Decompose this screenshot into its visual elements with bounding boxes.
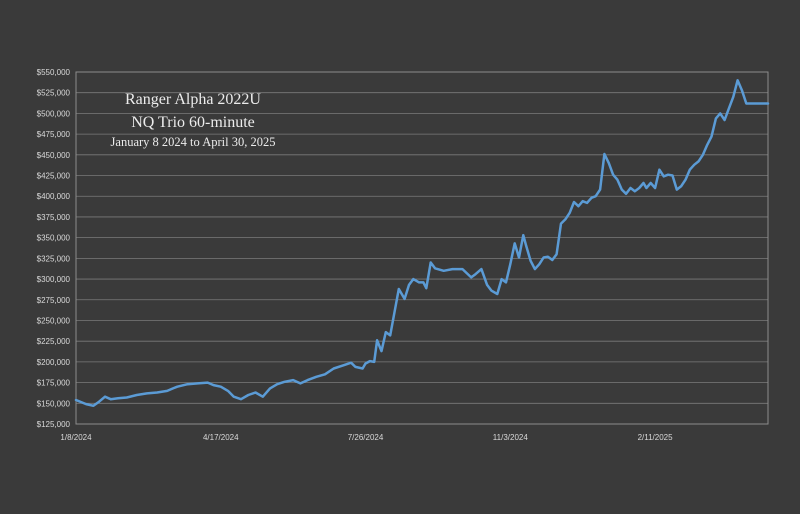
x-axis: 1/8/2024 4/17/2024 7/26/2024 11/3/2024 2/11/… <box>60 433 673 442</box>
x-tick-label: 2/11/2025 <box>638 433 674 442</box>
x-tick-label: 7/26/2024 <box>348 433 384 442</box>
y-tick-label: $225,000 <box>37 337 71 346</box>
chart-title-block: Ranger Alpha 2022U NQ Trio 60-minute Jan… <box>111 91 276 149</box>
chart-title-line-3: January 8 2024 to April 30, 2025 <box>111 135 276 149</box>
y-tick-label: $325,000 <box>37 254 71 263</box>
y-axis: $125,000 $150,000 $175,000 $200,000 $225,000… <box>37 68 71 429</box>
chart-title-line-2: NQ Trio 60-minute <box>131 114 255 131</box>
equity-curve-line <box>74 79 770 408</box>
y-tick-label: $400,000 <box>37 192 71 201</box>
y-tick-label: $275,000 <box>37 296 71 305</box>
y-tick-label: $350,000 <box>37 234 71 243</box>
y-tick-label: $500,000 <box>37 109 71 118</box>
y-tick-label: $200,000 <box>37 358 71 367</box>
y-tick-label: $375,000 <box>37 213 71 222</box>
x-tick-label: 1/8/2024 <box>60 433 92 442</box>
y-tick-label: $250,000 <box>37 316 71 325</box>
y-tick-label: $525,000 <box>37 89 71 98</box>
y-tick-label: $300,000 <box>37 275 71 284</box>
chart-title-line-1: Ranger Alpha 2022U <box>125 91 261 108</box>
y-tick-label: $425,000 <box>37 172 71 181</box>
y-tick-label: $475,000 <box>37 130 71 139</box>
plot-area-border <box>75 71 769 425</box>
y-tick-label: $125,000 <box>37 420 71 429</box>
x-tick-label: 4/17/2024 <box>203 433 239 442</box>
y-tick-label: $150,000 <box>37 399 71 408</box>
y-tick-label: $550,000 <box>37 68 71 77</box>
y-tick-label: $450,000 <box>37 151 71 160</box>
y-tick-label: $175,000 <box>37 379 71 388</box>
x-tick-label: 11/3/2024 <box>493 433 529 442</box>
